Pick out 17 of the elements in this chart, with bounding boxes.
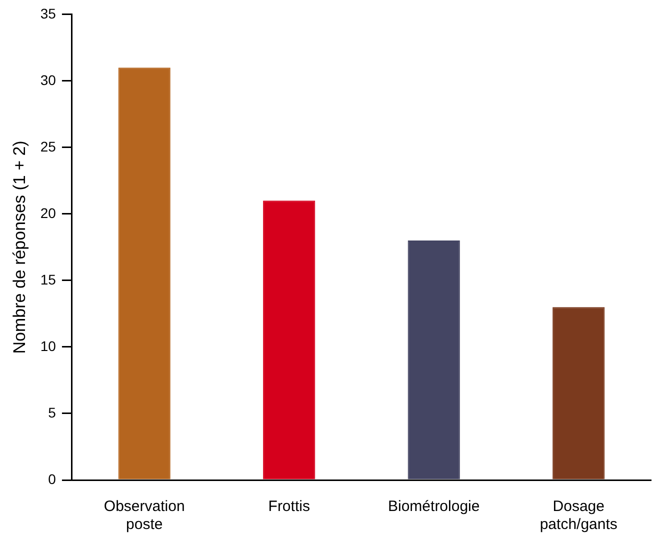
- x-tick-label: Biométrologie: [388, 498, 480, 516]
- y-tick-label: 15: [40, 271, 56, 288]
- y-tick-label: 30: [40, 72, 56, 88]
- y-axis-title: Nombre de réponses (1 + 2): [10, 140, 29, 354]
- y-tick-label: 25: [40, 138, 56, 154]
- y-tick-label: 0: [48, 470, 56, 487]
- bar: [552, 307, 605, 480]
- y-tick-label: 10: [40, 338, 56, 354]
- x-tick-label: Dosage patch/gants: [540, 498, 618, 534]
- bar: [263, 200, 316, 480]
- bar: [118, 68, 170, 480]
- bar: [408, 240, 460, 480]
- y-tick-label: 20: [40, 204, 56, 221]
- x-tick-label: Observation poste: [104, 498, 185, 534]
- y-tick-label: 5: [48, 404, 56, 420]
- x-tick-label: Frottis: [268, 498, 310, 516]
- y-tick-label: 35: [40, 5, 56, 22]
